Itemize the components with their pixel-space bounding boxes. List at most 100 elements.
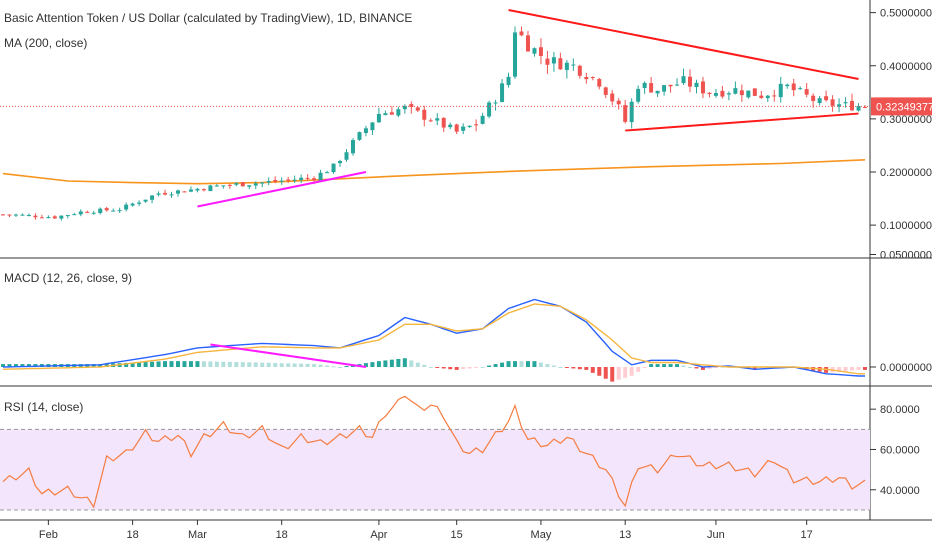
histogram-bar — [253, 362, 258, 367]
candle-body — [279, 180, 284, 182]
candle-body — [603, 87, 608, 95]
candle-body — [234, 183, 239, 185]
histogram-bar — [571, 367, 576, 369]
histogram-bar — [720, 366, 725, 368]
candle-body — [422, 109, 427, 120]
candle-body — [39, 217, 44, 219]
candle-body — [13, 214, 18, 216]
candle-body — [370, 122, 375, 131]
candle-body — [454, 124, 459, 132]
histogram-bar — [610, 367, 615, 382]
trendline-magenta — [197, 171, 367, 208]
candle-body — [52, 216, 57, 219]
candle-body — [791, 83, 796, 91]
candle-body — [305, 177, 310, 179]
histogram-bar — [260, 362, 265, 367]
candle-body — [616, 100, 621, 105]
histogram-bar — [474, 367, 479, 368]
candle-body — [273, 179, 278, 182]
histogram-bar — [195, 361, 200, 367]
histogram-bar — [169, 361, 174, 367]
histogram-bar — [538, 362, 543, 367]
candle-body — [713, 92, 718, 96]
x-tick-label: Mar — [188, 529, 207, 541]
histogram-bar — [525, 361, 530, 367]
histogram-bar — [163, 361, 168, 367]
candle-body — [46, 217, 51, 219]
histogram-bar — [752, 367, 757, 370]
histogram-bar — [428, 367, 433, 368]
x-tick-label: 18 — [276, 529, 288, 541]
candle-body — [668, 84, 673, 87]
histogram-bar — [363, 363, 368, 367]
histogram-bar — [545, 364, 550, 367]
histogram-bar — [98, 364, 103, 367]
candle-body — [428, 120, 433, 122]
histogram-bar — [201, 361, 206, 367]
candle-body — [227, 184, 232, 186]
candle-body — [331, 163, 336, 173]
candle-body — [221, 185, 226, 187]
histogram-bar — [130, 362, 135, 367]
trendline-red — [508, 8, 859, 81]
candle-body — [700, 81, 705, 94]
candle-body — [85, 211, 90, 213]
histogram-bar — [506, 361, 511, 367]
candle-body — [286, 179, 291, 181]
histogram-bar — [221, 361, 226, 367]
histogram-bar — [175, 361, 180, 367]
histogram-bar — [564, 367, 569, 368]
candle-body — [597, 79, 602, 87]
candle-body — [130, 203, 135, 206]
candle-body — [752, 88, 757, 96]
candle-body — [662, 85, 667, 92]
histogram-bar — [234, 362, 239, 367]
candle-body — [636, 88, 641, 102]
candle-body — [117, 210, 122, 212]
candle-body — [214, 185, 219, 187]
histogram-bar — [137, 362, 142, 367]
candle-body — [441, 117, 446, 128]
candle-body — [739, 90, 744, 96]
histogram-bar — [493, 364, 498, 367]
candle-body — [817, 98, 822, 104]
candle-body — [519, 31, 524, 36]
histogram-bar — [694, 367, 699, 369]
candle-body — [804, 89, 809, 95]
candle-body — [26, 214, 31, 216]
candle-body — [137, 202, 142, 204]
candle-body — [91, 212, 96, 214]
candle-body — [247, 185, 252, 187]
histogram-bar — [850, 367, 855, 371]
candle-body — [409, 104, 414, 108]
macd-trendline — [210, 343, 367, 368]
histogram-bar — [441, 367, 446, 369]
candle-body — [163, 192, 168, 195]
histogram-bar — [454, 367, 459, 370]
candle-body — [467, 125, 472, 128]
histogram-bar — [863, 367, 867, 370]
y-tick-label: 40.0000 — [880, 485, 920, 497]
candle-body — [124, 204, 129, 210]
candles — [1, 26, 867, 221]
candle-body — [564, 62, 569, 70]
rsi-band — [0, 429, 870, 510]
histogram-bar — [642, 367, 647, 368]
histogram-bar — [182, 361, 187, 367]
histogram-bar — [338, 367, 343, 368]
candle-body — [513, 32, 518, 77]
histogram-bar — [312, 364, 317, 367]
candle-body — [208, 185, 213, 192]
candle-body — [500, 83, 505, 102]
candle-body — [610, 93, 615, 102]
histogram-bar — [603, 367, 608, 379]
y-tick-label: 80.0000 — [880, 404, 920, 416]
histogram-bar — [156, 361, 161, 367]
candle-body — [175, 190, 180, 194]
histogram-bar — [700, 367, 705, 370]
histogram-bar — [856, 367, 861, 370]
histogram-bar — [402, 358, 407, 367]
